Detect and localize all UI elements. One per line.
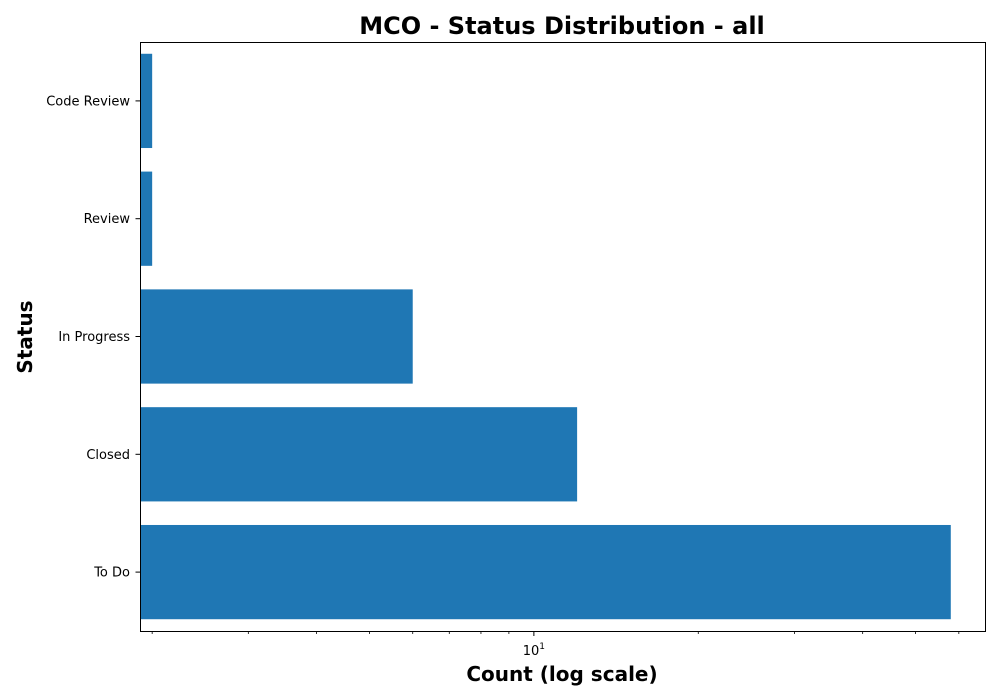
y-axis-ticks: To Do Closed In Progress Review Code Review [46,94,140,581]
bar-review [140,171,153,266]
y-tick-label: Code Review [46,94,130,109]
bar-to-do [140,524,951,620]
x-tick-label: 101 [523,642,545,659]
y-tick-label: To Do [93,566,130,581]
chart-title: MCO - Status Distribution - all [359,12,765,40]
bars-group [140,53,951,620]
x-axis-ticks: 101 [151,631,960,659]
bar-code-review [140,53,153,149]
bar-in-progress [140,289,413,384]
y-tick-label: In Progress [58,330,130,345]
y-tick-label: Closed [86,448,130,463]
plot-frame [140,42,986,632]
y-axis-label: Status [13,300,37,373]
bar-closed [140,407,578,502]
y-tick-label: Review [84,212,131,227]
x-axis-label: Count (log scale) [466,662,657,686]
